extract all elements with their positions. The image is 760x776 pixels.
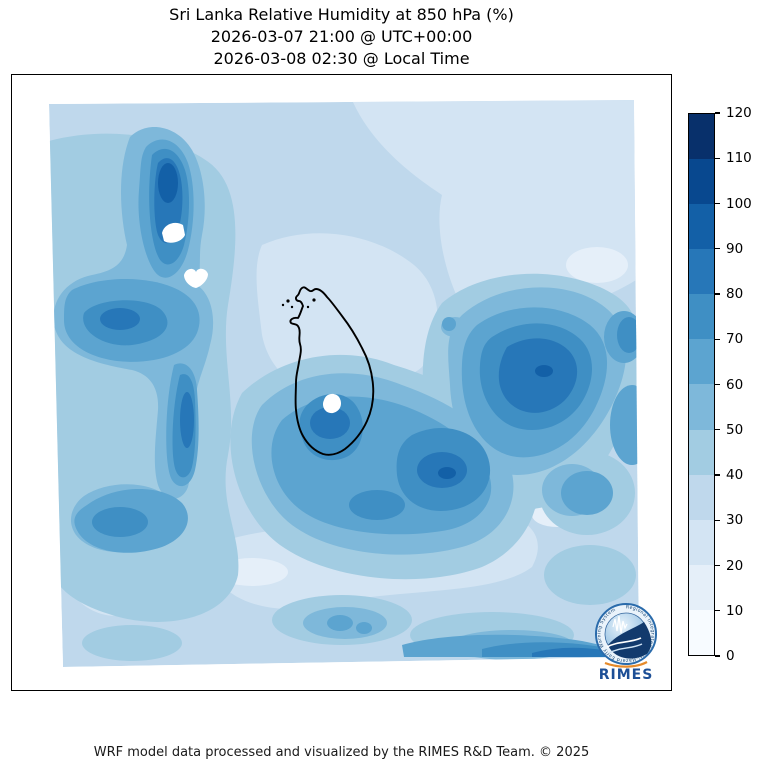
- colorbar-tick: [715, 202, 720, 205]
- colorbar-band: [689, 429, 714, 475]
- logo-wave: [606, 637, 642, 648]
- title-block: Sri Lanka Relative Humidity at 850 hPa (…: [11, 4, 672, 70]
- colorbar-band: [689, 609, 714, 655]
- logo-wordmark: RIMES: [599, 667, 654, 683]
- colorbar-band: [689, 159, 714, 205]
- colorbar-tick: [715, 655, 720, 657]
- colorbar-tick: [715, 564, 720, 567]
- colorbar-tick-label: 70: [726, 331, 744, 348]
- logo-orange-swoosh: [604, 661, 648, 668]
- colorbar-band: [689, 339, 714, 385]
- colorbar-tick: [715, 474, 720, 476]
- white-hole-west: [184, 268, 208, 288]
- colorbar-ticks: 0 10 20 30 40 50 60 70 80 90 100 110 120: [715, 105, 759, 664]
- colorbar-band: [689, 384, 714, 430]
- humidity-map: Regional Integrated Multi-Hazard Early W…: [49, 100, 657, 683]
- colorbar-tick: [715, 519, 720, 521]
- map-axes: Regional Integrated Multi-Hazard Early W…: [11, 74, 672, 691]
- sri-lanka-coastline: [281, 286, 375, 456]
- colorbar-tick-label: 110: [726, 150, 752, 167]
- colorbar-tick: [715, 293, 720, 295]
- plot-subtitle-utc: 2026-03-07 21:00 @ UTC+00:00: [210, 27, 473, 46]
- colorbar-band: [689, 474, 714, 520]
- colorbar-tick-label: 100: [726, 195, 752, 212]
- islet: [286, 299, 290, 303]
- islet: [281, 303, 285, 307]
- colorbar-band: [689, 204, 714, 250]
- colorbar-tick-label: 60: [726, 376, 744, 393]
- logo-seismogram-icon: [612, 615, 628, 634]
- colorbar-band: [689, 114, 714, 160]
- colorbar-tick-label: 20: [726, 557, 744, 574]
- colorbar-tick: [715, 157, 720, 159]
- plot-title: Sri Lanka Relative Humidity at 850 hPa (…: [169, 5, 514, 24]
- colorbar-tick: [715, 610, 720, 612]
- colorbar-tick-label: 120: [726, 105, 752, 121]
- logo-wave: [608, 643, 643, 654]
- colorbar-tick: [715, 429, 720, 431]
- footer-credit: WRF model data processed and visualized …: [93, 745, 590, 760]
- islet: [312, 298, 316, 302]
- white-spot-central-sri-lanka: [323, 393, 341, 414]
- colorbar: [688, 113, 715, 656]
- colorbar-tick-label: 30: [726, 512, 744, 529]
- colorbar-band: [689, 294, 714, 340]
- rimes-logo: Regional Integrated Multi-Hazard Early W…: [595, 603, 657, 683]
- humidity-contours: [49, 100, 639, 667]
- colorbar-tick: [715, 338, 720, 340]
- colorbar-band: [689, 564, 714, 610]
- colorbar-tick-label: 50: [726, 421, 744, 438]
- colorbar-tick: [715, 112, 720, 114]
- plot-subtitle-local: 2026-03-08 02:30 @ Local Time: [213, 49, 470, 68]
- white-hole-northwest: [162, 222, 185, 243]
- colorbar-tick: [715, 248, 720, 250]
- colorbar-tick-label: 0: [726, 648, 735, 664]
- colorbar-band: [689, 249, 714, 295]
- islet: [306, 305, 310, 309]
- colorbar-band: [689, 519, 714, 565]
- islet: [290, 305, 294, 309]
- colorbar-tick: [715, 383, 720, 386]
- colorbar-tick-label: 80: [726, 286, 744, 302]
- colorbar-tick-label: 40: [726, 467, 744, 483]
- colorbar-tick-label: 90: [726, 240, 744, 257]
- colorbar-tick-label: 10: [726, 602, 744, 619]
